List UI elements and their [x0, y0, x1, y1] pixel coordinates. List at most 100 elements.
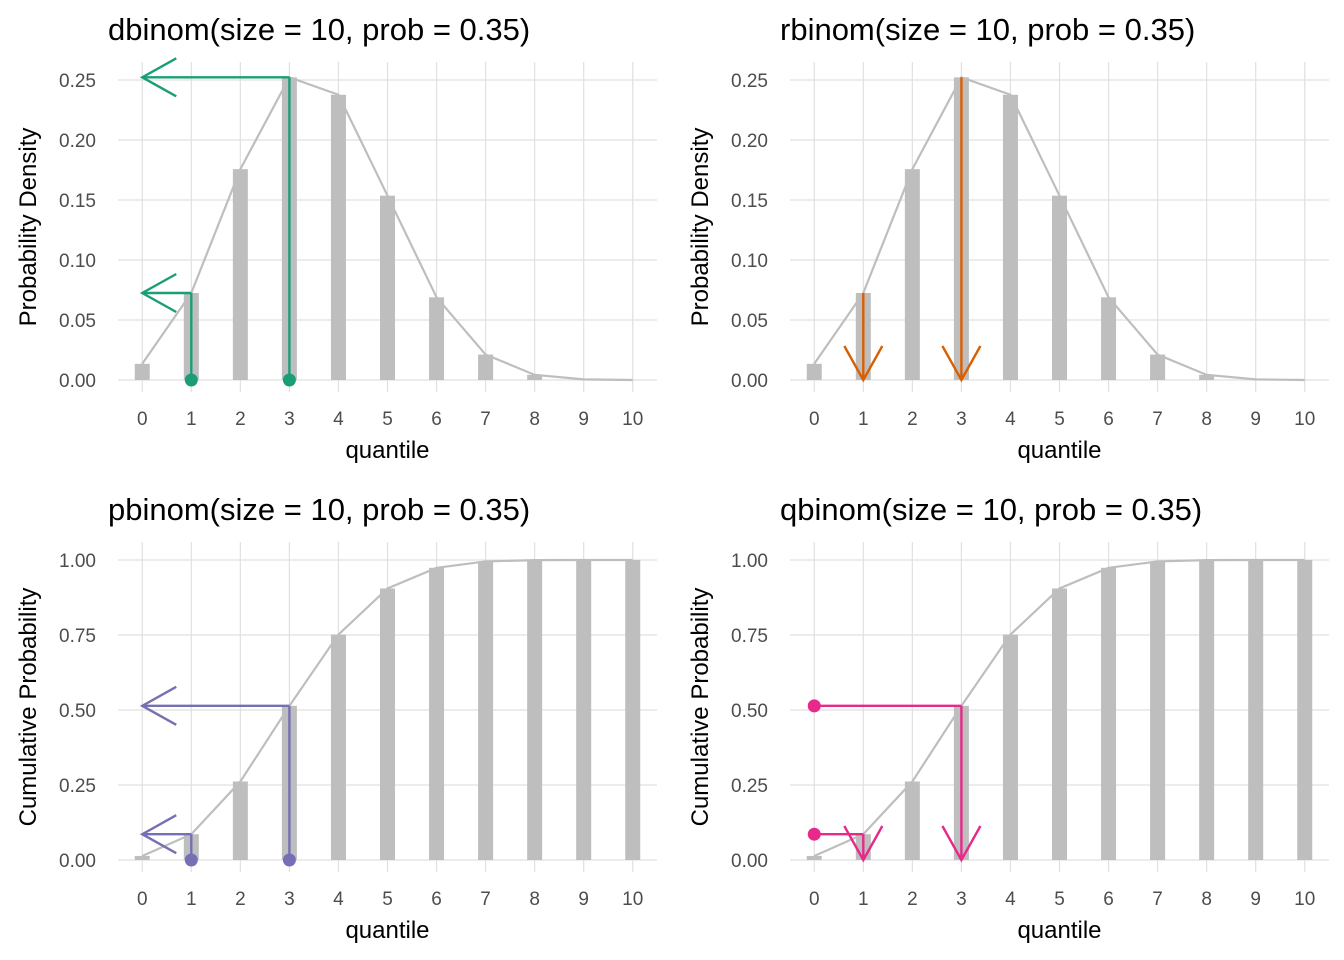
chart-panel-2: 0.00 0.05 0.10 0.15 0.20 0.25 0 1 2 3 4 5 6 7 8 9 10 quan…: [687, 12, 1329, 464]
bar: [576, 560, 592, 860]
y-tick-label: 0.00: [59, 371, 96, 392]
x-axis-label: quantile: [345, 437, 429, 464]
highlight-point: [282, 853, 296, 867]
bar: [904, 169, 920, 380]
arrowhead: [139, 814, 177, 855]
x-tick-label: 7: [1152, 889, 1163, 910]
arrowhead: [941, 825, 982, 863]
bar: [1150, 561, 1166, 860]
bar: [429, 567, 445, 860]
x-tick-label: 10: [622, 409, 643, 430]
chart-title: pbinom(size = 10, prob = 0.35): [108, 492, 530, 527]
x-tick-label: 0: [137, 889, 148, 910]
y-tick-label: 0.50: [731, 701, 768, 722]
chart-panel-3: 0.00 0.25 0.50 0.75 1.00 0 1 2 3 4 5 6 7 8 9 10 quantile…: [15, 492, 657, 944]
x-tick-label: 6: [1103, 889, 1114, 910]
bar: [1002, 634, 1018, 860]
highlight-point: [807, 827, 821, 841]
x-tick-label: 0: [809, 409, 820, 430]
x-tick-label: 8: [529, 889, 540, 910]
arrowhead: [139, 57, 177, 98]
bar: [330, 94, 346, 380]
x-tick-label: 9: [1250, 409, 1261, 430]
bar: [1101, 297, 1117, 380]
bar: [232, 169, 248, 380]
y-tick-label: 0.00: [59, 851, 96, 872]
y-tick-label: 0.75: [731, 626, 768, 647]
x-tick-label: 3: [284, 409, 295, 430]
x-tick-label: 1: [858, 409, 869, 430]
x-tick-label: 8: [1201, 889, 1212, 910]
arrowhead: [843, 345, 884, 383]
x-tick-label: 5: [1054, 409, 1065, 430]
y-tick-label: 0.25: [731, 776, 768, 797]
x-tick-label: 4: [1005, 889, 1016, 910]
y-tick-label: 0.75: [59, 626, 96, 647]
x-tick-label: 7: [480, 889, 491, 910]
x-tick-label: 4: [333, 409, 344, 430]
chart-title: dbinom(size = 10, prob = 0.35): [108, 12, 530, 47]
chart-panel-4: 0.00 0.25 0.50 0.75 1.00 0 1 2 3 4 5 6 7 8 9 10 quantile…: [687, 492, 1329, 944]
y-tick-label: 0.00: [731, 851, 768, 872]
x-tick-label: 7: [480, 409, 491, 430]
series-line: [141, 76, 633, 382]
y-tick-label: 1.00: [731, 551, 768, 572]
y-tick-label: 0.05: [59, 311, 96, 332]
arrowhead: [843, 825, 884, 863]
bar: [134, 855, 150, 860]
y-tick-label: 0.25: [731, 71, 768, 92]
x-axis-label: quantile: [1017, 917, 1101, 944]
x-tick-label: 5: [1054, 889, 1065, 910]
y-axis-label: Cumulative Probability: [687, 588, 714, 827]
bar: [1150, 354, 1166, 380]
bar: [1199, 374, 1215, 380]
x-tick-label: 0: [137, 409, 148, 430]
y-axis-label: Probability Density: [687, 128, 714, 327]
y-tick-label: 0.15: [59, 191, 96, 212]
x-tick-label: 10: [622, 889, 643, 910]
bar: [1101, 567, 1117, 860]
x-tick-label: 9: [578, 409, 589, 430]
x-tick-label: 3: [956, 409, 967, 430]
bar: [478, 561, 494, 860]
bar: [904, 781, 920, 860]
x-tick-label: 10: [1294, 409, 1315, 430]
bar: [1002, 94, 1018, 380]
y-tick-label: 0.00: [731, 371, 768, 392]
x-tick-label: 2: [907, 889, 918, 910]
series-line: [813, 76, 1305, 382]
y-axis-label: Cumulative Probability: [15, 588, 42, 827]
highlight-point: [807, 699, 821, 713]
y-tick-label: 0.10: [59, 251, 96, 272]
bar: [1248, 560, 1264, 860]
x-tick-label: 0: [809, 889, 820, 910]
x-tick-label: 4: [333, 889, 344, 910]
y-tick-label: 1.00: [59, 551, 96, 572]
x-tick-label: 2: [907, 409, 918, 430]
x-tick-label: 8: [529, 409, 540, 430]
chart-panel-1: 0.00 0.05 0.10 0.15 0.20 0.25 0 1 2 3 4 5 6 7 8 9 10 quan…: [15, 12, 657, 464]
bar: [380, 195, 395, 380]
bar: [429, 297, 445, 380]
x-tick-label: 1: [186, 409, 197, 430]
bar: [806, 363, 822, 380]
x-tick-label: 3: [956, 889, 967, 910]
arrowhead: [941, 345, 982, 383]
bar: [527, 560, 543, 860]
x-tick-label: 5: [382, 889, 393, 910]
bar: [1297, 560, 1313, 860]
x-tick-label: 6: [431, 889, 442, 910]
x-tick-label: 2: [235, 409, 246, 430]
series-line: [813, 558, 1305, 857]
y-tick-label: 0.25: [59, 71, 96, 92]
y-axis-label: Probability Density: [15, 128, 42, 327]
bar: [232, 781, 248, 860]
x-tick-label: 3: [284, 889, 295, 910]
x-tick-label: 2: [235, 889, 246, 910]
x-axis-label: quantile: [345, 917, 429, 944]
bar: [330, 634, 346, 860]
x-tick-label: 1: [858, 889, 869, 910]
bar: [478, 354, 494, 380]
bar: [380, 588, 395, 860]
